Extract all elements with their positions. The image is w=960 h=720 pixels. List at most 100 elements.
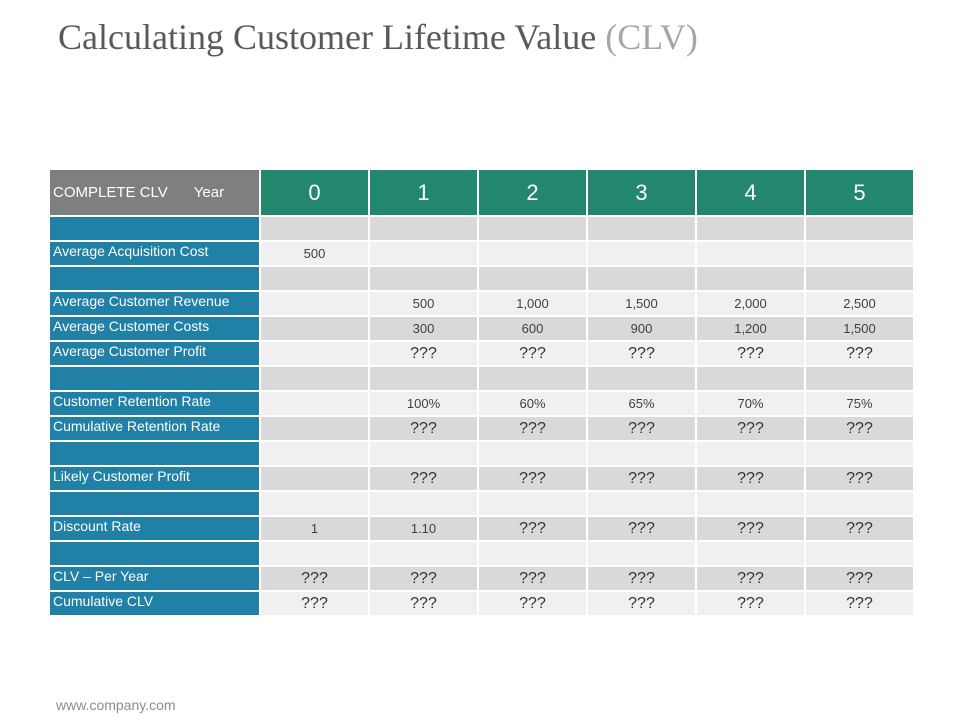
table-cell: 300 xyxy=(368,315,479,342)
table-cell: ??? xyxy=(477,515,588,542)
table-cell: ??? xyxy=(804,340,915,367)
table-row: Average Acquisition Cost 500 xyxy=(48,240,915,267)
table-cell xyxy=(259,315,370,342)
row-label: Customer Retention Rate xyxy=(48,390,261,417)
table-cell: ??? xyxy=(586,465,697,492)
table-row xyxy=(48,265,915,292)
table-row xyxy=(48,540,915,567)
table-cell xyxy=(259,215,370,242)
table-cell xyxy=(259,440,370,467)
table-row xyxy=(48,490,915,517)
row-label: Likely Customer Profit xyxy=(48,465,261,492)
table-cell: ??? xyxy=(368,590,479,617)
year-header-3: 3 xyxy=(586,168,697,217)
table-cell xyxy=(368,440,479,467)
table-row: Average Customer Revenue 500 1,000 1,500 2,0… xyxy=(48,290,915,317)
table-cell: ??? xyxy=(368,565,479,592)
table-cell xyxy=(695,490,806,517)
table-cell: ??? xyxy=(586,340,697,367)
table-row: Customer Retention Rate 100% 60% 65% 70% 75% xyxy=(48,390,915,417)
row-label xyxy=(48,540,261,567)
table-cell xyxy=(259,340,370,367)
table-cell: ??? xyxy=(259,565,370,592)
table-cell: ??? xyxy=(586,515,697,542)
table-row: Likely Customer Profit??????????????? xyxy=(48,465,915,492)
header-year-label: Year xyxy=(193,184,225,201)
table-cell xyxy=(368,240,479,267)
table-cell: 500 xyxy=(368,290,479,317)
table-cell xyxy=(368,490,479,517)
row-label xyxy=(48,365,261,392)
row-label: Discount Rate xyxy=(48,515,261,542)
table-cell xyxy=(804,240,915,267)
table-cell: 600 xyxy=(477,315,588,342)
table-cell xyxy=(259,415,370,442)
table-cell xyxy=(586,365,697,392)
table-cell xyxy=(368,215,479,242)
table-cell: 900 xyxy=(586,315,697,342)
table-cell xyxy=(804,540,915,567)
table-cell xyxy=(586,490,697,517)
footer-url: www.company.com xyxy=(56,697,176,713)
table-cell: ??? xyxy=(368,415,479,442)
table-cell xyxy=(804,265,915,292)
table-cell: 500 xyxy=(259,240,370,267)
table-cell xyxy=(368,540,479,567)
row-label: Cumulative CLV xyxy=(48,590,261,617)
table-cell: ??? xyxy=(586,590,697,617)
table-cell: ??? xyxy=(477,565,588,592)
table-cell xyxy=(804,365,915,392)
table-cell: ??? xyxy=(804,515,915,542)
table-cell xyxy=(477,240,588,267)
table-row xyxy=(48,215,915,242)
table-cell: 2,500 xyxy=(804,290,915,317)
table-cell: 2,000 xyxy=(695,290,806,317)
table-cell: ??? xyxy=(695,565,806,592)
header-label-cell: COMPLETE CLV Year xyxy=(48,168,261,217)
table-row xyxy=(48,365,915,392)
table-cell: 75% xyxy=(804,390,915,417)
table-cell xyxy=(586,540,697,567)
table-cell xyxy=(695,540,806,567)
row-label: Average Acquisition Cost xyxy=(48,240,261,267)
table-cell: 1,500 xyxy=(586,290,697,317)
table-cell: 1.10 xyxy=(368,515,479,542)
table-cell: 1,200 xyxy=(695,315,806,342)
row-label: Cumulative Retention Rate xyxy=(48,415,261,442)
table-cell: 65% xyxy=(586,390,697,417)
table-cell xyxy=(804,215,915,242)
row-label xyxy=(48,215,261,242)
table-cell xyxy=(259,290,370,317)
table-cell: ??? xyxy=(477,340,588,367)
table-cell: ??? xyxy=(695,590,806,617)
table-cell: ??? xyxy=(368,465,479,492)
table-cell xyxy=(259,465,370,492)
table-cell: ??? xyxy=(804,590,915,617)
table-cell: 60% xyxy=(477,390,588,417)
table-row xyxy=(48,440,915,467)
table-body: Average Acquisition Cost 500 Average Custo… xyxy=(48,215,915,617)
table-row: Discount Rate 1 1.10???????????? xyxy=(48,515,915,542)
table-cell: ??? xyxy=(586,565,697,592)
table-cell xyxy=(586,265,697,292)
table-cell xyxy=(695,240,806,267)
table-row: CLV – Per Year?????????????????? xyxy=(48,565,915,592)
table-cell xyxy=(368,365,479,392)
table-cell: ??? xyxy=(477,465,588,492)
table-cell xyxy=(695,265,806,292)
table-cell: ??? xyxy=(804,565,915,592)
table-cell xyxy=(477,440,588,467)
row-label: CLV – Per Year xyxy=(48,565,261,592)
table-cell: 1 xyxy=(259,515,370,542)
table-cell xyxy=(586,215,697,242)
table-cell xyxy=(477,215,588,242)
table-cell xyxy=(804,490,915,517)
table-cell xyxy=(586,240,697,267)
table-cell: 1,500 xyxy=(804,315,915,342)
table-cell: ??? xyxy=(804,465,915,492)
year-header-5: 5 xyxy=(804,168,915,217)
table-cell xyxy=(259,365,370,392)
table-cell: ??? xyxy=(695,465,806,492)
year-header-1: 1 xyxy=(368,168,479,217)
